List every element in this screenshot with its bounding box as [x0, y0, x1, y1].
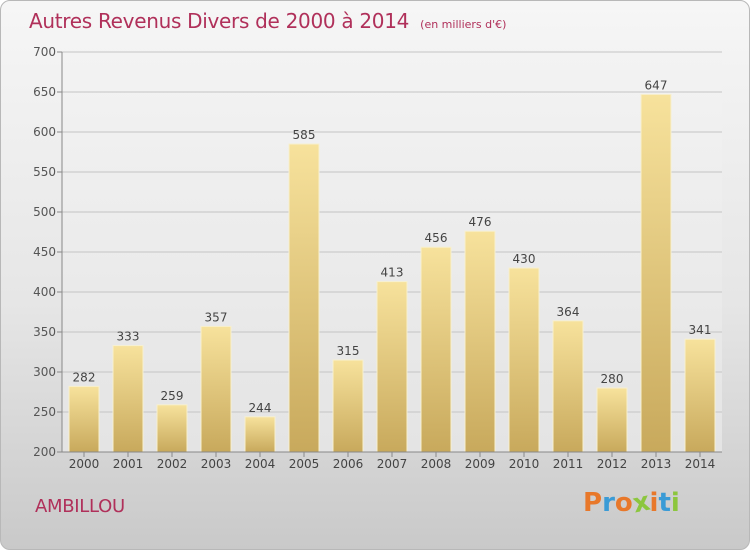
commune-name: AMBILLOU: [35, 496, 125, 517]
data-label: 413: [381, 266, 404, 280]
proxiti-logo[interactable]: Proxiti: [583, 487, 680, 520]
y-tick-label: 300: [33, 365, 56, 379]
logo-letter: r: [602, 488, 615, 518]
axes-layer: 200 250 300 350 400 450 500 550 600 650 700 2000 200…: [33, 45, 722, 471]
x-tick-label: 2005: [289, 457, 320, 471]
y-tick-label: 400: [33, 285, 56, 299]
y-tick-label: 600: [33, 125, 56, 139]
title-row: Autres Revenus Divers de 2000 à 2014 (en…: [29, 9, 506, 33]
labels-layer: 282 333 259 357 244 585 315 413 456 476 430 364 280 6…: [73, 78, 712, 414]
logo-letter: o: [614, 488, 633, 518]
y-tick-label: 550: [33, 165, 56, 179]
data-label: 430: [513, 252, 536, 266]
bar: [376, 281, 408, 453]
bar: [508, 267, 540, 453]
x-tick-label: 2002: [157, 457, 188, 471]
bar: [68, 385, 100, 453]
x-tick-label: 2004: [245, 457, 276, 471]
logo-letter: i: [649, 488, 659, 518]
data-label: 244: [249, 401, 272, 415]
data-label: 282: [73, 370, 96, 384]
bar: [596, 387, 628, 453]
x-tick-label: 2006: [333, 457, 364, 471]
y-tick-label: 450: [33, 245, 56, 259]
x-tick-label: 2012: [597, 457, 628, 471]
bar: [288, 143, 320, 453]
data-label: 280: [601, 372, 624, 386]
bar: [200, 325, 232, 453]
bar: [640, 93, 672, 453]
logo-letter: i: [670, 488, 680, 518]
x-tick-label: 2013: [641, 457, 672, 471]
bar: [112, 345, 144, 453]
data-label: 647: [645, 78, 668, 92]
data-label: 333: [117, 330, 140, 344]
data-label: 456: [425, 231, 448, 245]
x-tick-label: 2007: [377, 457, 408, 471]
y-tick-label: 250: [33, 405, 56, 419]
x-tick-label: 2010: [509, 457, 540, 471]
x-tick-label: 2001: [113, 457, 144, 471]
x-tick-label: 2000: [69, 457, 100, 471]
data-label: 357: [205, 310, 228, 324]
data-label: 585: [293, 128, 316, 142]
y-tick-label: 650: [33, 85, 56, 99]
data-label: 259: [161, 389, 184, 403]
y-tick-label: 700: [33, 45, 56, 59]
data-label: 315: [337, 344, 360, 358]
bar: [684, 338, 716, 453]
y-tick-label: 200: [33, 445, 56, 459]
bar: [244, 416, 276, 453]
x-tick-label: 2014: [685, 457, 716, 471]
logo-letter: t: [658, 488, 671, 518]
data-label: 364: [557, 305, 580, 319]
y-tick-label: 500: [33, 205, 56, 219]
x-tick-label: 2009: [465, 457, 496, 471]
bar: [332, 359, 364, 453]
data-label: 476: [469, 215, 492, 229]
x-tick-label: 2008: [421, 457, 452, 471]
bar: [156, 404, 188, 453]
x-tick-label: 2011: [553, 457, 584, 471]
x-tick-label: 2003: [201, 457, 232, 471]
bar: [552, 320, 584, 453]
chart-title: Autres Revenus Divers de 2000 à 2014: [29, 9, 410, 33]
chart-subtitle: (en milliers d'€): [420, 18, 507, 31]
data-label: 341: [689, 323, 712, 337]
logo-letter: P: [583, 488, 603, 518]
y-tick-label: 350: [33, 325, 56, 339]
bar: [464, 230, 496, 453]
bar: [420, 246, 452, 453]
